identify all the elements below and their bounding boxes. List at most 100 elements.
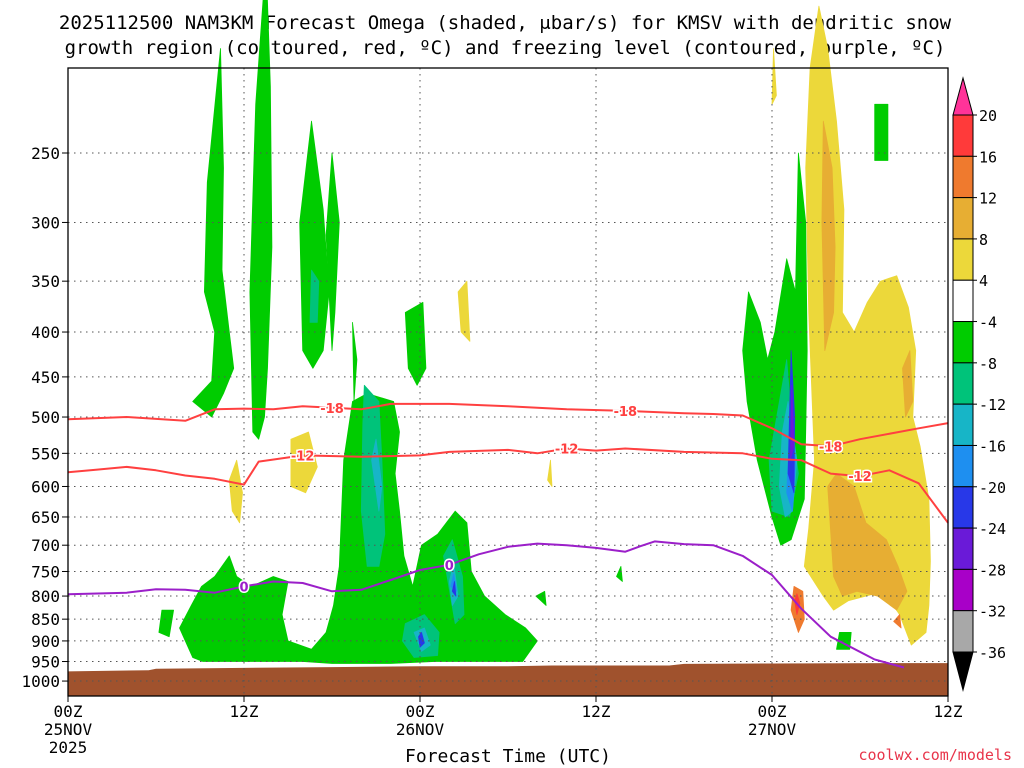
colorbar-tick-label: -36 — [979, 644, 1006, 662]
omega-region — [821, 120, 836, 352]
x-tick-label: 00Z — [758, 702, 787, 721]
colorbar-bin — [952, 197, 974, 240]
omega-region — [158, 609, 175, 638]
y-tick-label: 300 — [31, 213, 60, 232]
colorbar-bin — [952, 568, 974, 612]
contour-line — [67, 540, 905, 669]
colorbar: 20 16 12 8 4 -4 -8 -12 -16 -20 -24 -28 -32 -36 — [952, 76, 1006, 692]
x-tick-date: 27NOV — [748, 720, 797, 739]
colorbar-top-arrow — [952, 76, 974, 116]
contour-label: -12 — [848, 470, 872, 485]
omega-region — [352, 321, 358, 402]
y-tick-label: 900 — [31, 632, 60, 651]
colorbar-tick-label: -16 — [979, 437, 1006, 455]
colorbar-tick-label: 16 — [979, 148, 997, 166]
plot-frame — [67, 67, 949, 697]
colorbar-bin — [952, 444, 974, 488]
omega-region — [789, 384, 795, 461]
y-tick-label: 550 — [31, 444, 60, 463]
contour-label: -18 — [320, 402, 344, 417]
colorbar-tick-label: -20 — [979, 479, 1006, 497]
contour-line — [67, 402, 949, 448]
x-tick-label: 00Z — [406, 702, 435, 721]
y-tick-label: 350 — [31, 272, 60, 291]
omega-region — [547, 459, 553, 487]
colorbar-bin — [952, 155, 974, 199]
y-tick-label: 500 — [31, 408, 60, 427]
credit-text: coolwx.com/models — [858, 746, 1012, 764]
colorbar-tick-label: 20 — [979, 107, 997, 125]
y-tick-label: 400 — [31, 323, 60, 342]
omega-region — [616, 566, 623, 582]
contour-line — [67, 447, 949, 524]
colorbar-bin — [952, 279, 974, 323]
colorbar-tick-label: -12 — [979, 396, 1006, 414]
colorbar-tick-label: -32 — [979, 603, 1006, 621]
y-tick-label: 1000 — [21, 672, 60, 691]
colorbar-bin — [952, 403, 974, 446]
colorbar-bin — [952, 114, 974, 157]
omega-region — [290, 431, 318, 494]
terrain-surface — [68, 663, 948, 696]
y-tick-label: 700 — [31, 536, 60, 555]
omega-region — [771, 48, 777, 105]
x-tick-label: 12Z — [230, 702, 259, 721]
y-axis: 250 300 350 400 450 500 550 600 650 700 750 800 850 9… — [21, 144, 68, 691]
omega-region — [874, 103, 889, 161]
contour-label: -12 — [291, 449, 315, 464]
x-tick-label: 00Z — [54, 702, 83, 721]
chart-title-line1: 2025112500 NAM3KM Forecast Omega (shaded… — [59, 12, 952, 34]
omega-shading — [158, 0, 931, 664]
colorbar-tick-label: 8 — [979, 231, 988, 249]
y-tick-label: 950 — [31, 653, 60, 672]
colorbar-tick-label: -4 — [979, 314, 997, 332]
contour-label: -18 — [819, 440, 843, 455]
contour-label: 0 — [239, 580, 248, 595]
omega-region — [299, 120, 330, 369]
omega-region — [457, 280, 471, 342]
y-tick-label: 250 — [31, 144, 60, 163]
omega-region — [192, 48, 235, 418]
colorbar-tick-label: -8 — [979, 355, 997, 373]
colorbar-tick-label: 4 — [979, 272, 988, 290]
colorbar-bin — [952, 486, 974, 529]
colorbar-bin — [952, 610, 974, 653]
omega-region — [228, 459, 243, 524]
contour-label: 0 — [445, 559, 454, 574]
y-tick-label: 600 — [31, 477, 60, 496]
colorbar-bin — [952, 321, 974, 364]
colorbar-tick-label: -24 — [979, 520, 1006, 538]
colorbar-tick-label: 12 — [979, 190, 997, 208]
x-axis-label: Forecast Time (UTC) — [405, 746, 611, 767]
y-tick-label: 850 — [31, 610, 60, 629]
omega-region — [902, 350, 914, 418]
contour-label: -12 — [555, 442, 579, 457]
x-tick-date: 26NOV — [396, 720, 445, 739]
y-tick-label: 750 — [31, 562, 60, 581]
omega-region — [535, 590, 547, 606]
omega-region — [309, 269, 320, 323]
chart-title-line2: growth region (contoured, red, ºC) and f… — [65, 37, 946, 59]
omega-region — [360, 384, 386, 567]
omega-region — [404, 301, 427, 386]
omega-region — [325, 152, 340, 352]
y-tick-label: 650 — [31, 508, 60, 527]
colorbar-bin — [952, 238, 974, 281]
omega-region — [418, 632, 425, 648]
colorbar-tick-label: -28 — [979, 561, 1006, 579]
contour-label: -18 — [614, 405, 638, 420]
omega-region — [451, 581, 457, 597]
x-tick-year: 2025 — [49, 738, 88, 757]
y-tick-label: 450 — [31, 368, 60, 387]
x-tick-date: 25NOV — [44, 720, 93, 739]
terrain-polygon — [68, 663, 948, 696]
colorbar-bottom-arrow — [952, 651, 974, 692]
x-tick-label: 12Z — [582, 702, 611, 721]
temperature-contours: -18 -18 -18 -12 -12 -12 0 0 — [67, 400, 949, 669]
colorbar-bin — [952, 527, 974, 570]
x-tick-label: 12Z — [934, 702, 963, 721]
colorbar-bin — [952, 362, 974, 405]
omega-region — [893, 614, 902, 629]
